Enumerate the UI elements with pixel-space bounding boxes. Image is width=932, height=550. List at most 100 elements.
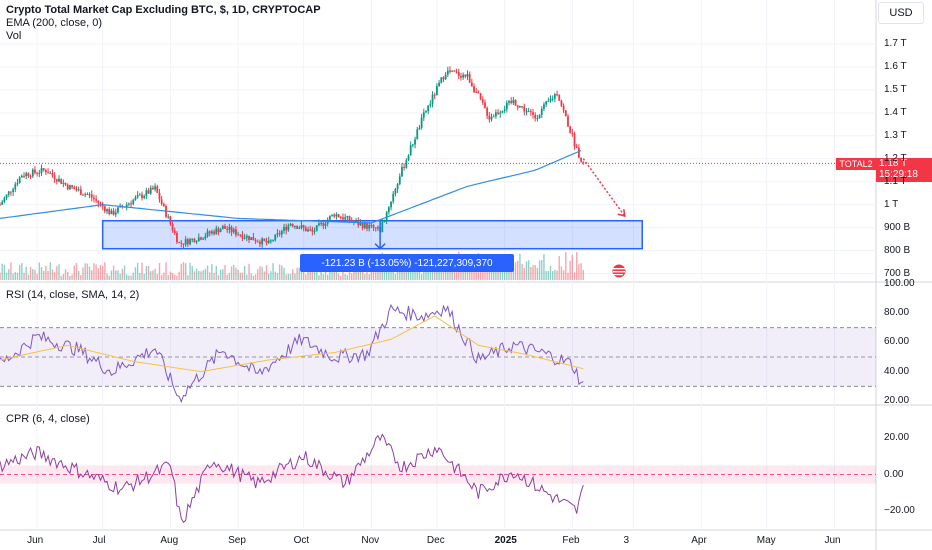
volume-bar	[99, 265, 102, 280]
rsi-legend: RSI (14, close, SMA, 14, 2)	[6, 289, 140, 301]
candle-body	[224, 226, 226, 229]
candles	[0, 66, 585, 249]
volume-bar	[318, 275, 320, 280]
candle-body	[219, 229, 222, 233]
candle-body	[0, 204, 1, 206]
volume-bar	[49, 262, 51, 280]
volume-bar	[47, 270, 49, 280]
volume-bar	[394, 273, 397, 280]
candle-body	[418, 127, 421, 130]
volume-bar	[340, 275, 342, 280]
candle-body	[267, 240, 270, 243]
candle-body	[73, 187, 76, 190]
volume-bar	[527, 260, 530, 280]
volume-bar	[141, 262, 143, 280]
time-tick-label: 3	[623, 535, 630, 546]
candle-body	[167, 216, 170, 218]
candle-body	[254, 240, 257, 242]
candle-body	[403, 166, 406, 168]
volume-bar	[117, 270, 119, 280]
candle-body	[523, 106, 526, 112]
volume-bar	[42, 270, 45, 280]
candle-body	[272, 240, 274, 242]
us-flag-icon	[612, 264, 626, 278]
volume-bar	[119, 273, 121, 280]
candle-body	[339, 217, 342, 219]
price-tick-label: 1.2 T	[884, 152, 907, 164]
volume-bar	[145, 266, 148, 280]
candle-body	[405, 160, 408, 168]
candle-body	[556, 94, 558, 96]
volume-bar	[130, 275, 132, 280]
price-tick-label: 900 B	[884, 221, 911, 233]
candle-body	[86, 194, 89, 196]
volume-bar	[82, 267, 84, 280]
current-price-value: 1.18 T	[879, 158, 908, 169]
candle-body	[215, 228, 218, 234]
candle-body	[49, 172, 52, 174]
volume-bar	[1, 263, 3, 280]
time-tick-label: Jul	[92, 535, 106, 546]
volume-bar	[21, 263, 23, 280]
volume-bar	[228, 272, 231, 280]
candle-body	[36, 172, 39, 174]
volume-bar	[250, 273, 252, 280]
candle-body	[294, 225, 296, 227]
volume-bar	[71, 274, 73, 280]
volume-bar	[580, 263, 582, 280]
volume-bar	[534, 265, 536, 280]
currency-button[interactable]: USD	[878, 2, 924, 24]
volume-bar	[233, 264, 235, 280]
candle-body	[363, 223, 366, 229]
candle-body	[429, 103, 432, 106]
candle-body	[396, 184, 399, 190]
volume-bar	[538, 260, 541, 280]
volume-bar	[60, 275, 62, 280]
candle-body	[152, 187, 154, 190]
candle-body	[359, 223, 362, 226]
volume-bar	[501, 270, 504, 280]
volume-bar	[219, 269, 222, 280]
volume-bar	[217, 275, 220, 280]
volume-bar	[442, 265, 445, 280]
volume-bar	[241, 272, 244, 280]
volume-bar	[93, 263, 95, 280]
cpr-line	[0, 433, 584, 524]
volume-bar	[180, 263, 183, 280]
price-tick-label: 1.5 T	[884, 83, 907, 95]
candle-body	[259, 241, 261, 245]
candle-body	[311, 229, 314, 232]
candle-body	[409, 145, 412, 156]
candle-body	[289, 223, 292, 226]
volume-bar	[189, 262, 191, 280]
candle-body	[479, 93, 482, 100]
candle-body	[53, 175, 56, 180]
candle-body	[420, 117, 423, 128]
measure-label: -121.23 B (-13.05%) -121,227,309,370	[300, 254, 514, 272]
volume-bar	[204, 268, 207, 280]
candle-body	[79, 189, 82, 195]
candle-body	[466, 73, 469, 77]
candle-body	[176, 233, 178, 243]
volume-bar	[112, 265, 115, 280]
time-tick-label: Jun	[27, 535, 44, 546]
volume-bar	[337, 273, 340, 280]
volume-bar	[56, 266, 58, 280]
candle-body	[211, 231, 213, 234]
candle-body	[309, 229, 312, 231]
volume-bar	[178, 271, 180, 280]
volume-bar	[512, 267, 515, 280]
volume-bar	[211, 263, 213, 280]
volume-bar	[80, 275, 82, 280]
volume-bar	[191, 266, 193, 280]
rsi-line	[0, 303, 584, 404]
time-tick-label: 2025	[494, 535, 517, 546]
candle-body	[462, 74, 465, 78]
volume-bar	[547, 271, 550, 280]
candle-body	[180, 242, 183, 244]
volume-bar	[246, 274, 248, 280]
candle-body	[444, 74, 447, 80]
volume-bar	[53, 272, 56, 280]
